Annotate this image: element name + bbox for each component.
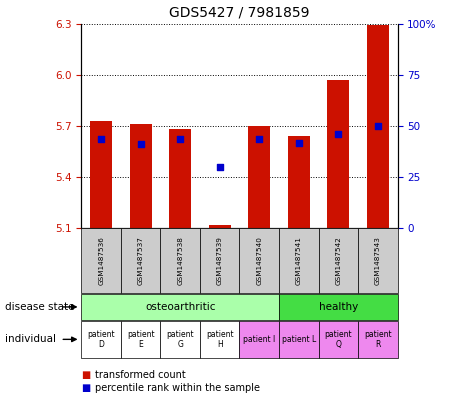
Bar <box>319 228 358 293</box>
Text: patient
Q: patient Q <box>325 330 352 349</box>
Bar <box>239 321 279 358</box>
Text: patient
R: patient R <box>364 330 392 349</box>
Text: GSM1487536: GSM1487536 <box>98 236 104 285</box>
Text: patient
E: patient E <box>127 330 154 349</box>
Text: patient
H: patient H <box>206 330 233 349</box>
Text: GSM1487537: GSM1487537 <box>138 236 144 285</box>
Text: transformed count: transformed count <box>95 369 186 380</box>
Bar <box>121 228 160 293</box>
Point <box>255 136 263 143</box>
Bar <box>239 228 279 293</box>
Bar <box>160 228 200 293</box>
Point <box>97 136 105 143</box>
Point <box>374 123 381 129</box>
Bar <box>130 124 152 228</box>
Bar <box>367 25 389 228</box>
Text: patient I: patient I <box>243 335 275 344</box>
Bar <box>81 228 121 293</box>
Text: GSM1487543: GSM1487543 <box>375 236 381 285</box>
Bar <box>209 224 231 228</box>
Bar <box>200 321 239 358</box>
Bar <box>81 321 121 358</box>
Point <box>334 131 342 138</box>
Bar <box>358 228 398 293</box>
Point <box>176 136 184 143</box>
Text: individual: individual <box>5 334 56 344</box>
Text: GSM1487541: GSM1487541 <box>296 236 302 285</box>
Text: ■: ■ <box>81 369 91 380</box>
Bar <box>121 321 160 358</box>
Bar <box>279 228 319 293</box>
Text: ■: ■ <box>81 383 91 393</box>
Bar <box>169 129 191 228</box>
Bar <box>327 80 349 228</box>
Bar <box>248 126 270 228</box>
Text: disease state: disease state <box>5 302 74 312</box>
Bar <box>279 294 398 320</box>
Bar <box>200 228 239 293</box>
Bar <box>160 321 200 358</box>
Text: osteoarthritic: osteoarthritic <box>145 302 215 312</box>
Point <box>216 163 223 170</box>
Bar <box>288 136 310 228</box>
Text: GSM1487539: GSM1487539 <box>217 236 223 285</box>
Point <box>137 141 144 148</box>
Point <box>295 140 302 146</box>
Text: healthy: healthy <box>319 302 358 312</box>
Text: GSM1487540: GSM1487540 <box>256 236 262 285</box>
Text: percentile rank within the sample: percentile rank within the sample <box>95 383 260 393</box>
Text: patient
G: patient G <box>166 330 194 349</box>
Title: GDS5427 / 7981859: GDS5427 / 7981859 <box>169 6 310 20</box>
Text: patient L: patient L <box>282 335 316 344</box>
Text: patient
D: patient D <box>87 330 115 349</box>
Text: GSM1487538: GSM1487538 <box>177 236 183 285</box>
Bar <box>81 294 279 320</box>
Bar <box>319 321 358 358</box>
Text: GSM1487542: GSM1487542 <box>335 236 341 285</box>
Bar <box>279 321 319 358</box>
Bar <box>90 121 112 228</box>
Bar <box>358 321 398 358</box>
